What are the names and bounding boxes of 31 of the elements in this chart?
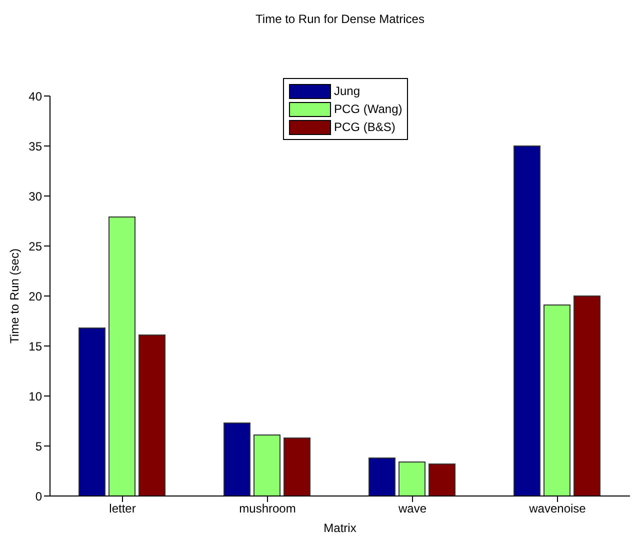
bar — [398, 462, 426, 496]
y-tick-label: 25 — [28, 239, 42, 254]
legend-label: Jung — [334, 84, 360, 98]
x-tick-label: mushroom — [239, 502, 296, 516]
bar — [574, 296, 600, 496]
y-tick-label: 20 — [28, 289, 42, 304]
bar — [368, 458, 396, 496]
y-tick-label: 30 — [28, 189, 42, 204]
bar — [284, 438, 310, 496]
legend-label: PCG (B&S) — [334, 120, 396, 134]
bar — [514, 146, 540, 496]
y-tick-label: 35 — [28, 139, 42, 154]
y-tick-label: 15 — [28, 339, 42, 354]
y-tick-label: 0 — [35, 489, 42, 504]
bar — [428, 464, 456, 496]
x-tick-label: letter — [109, 502, 136, 516]
y-tick-label: 40 — [28, 89, 42, 104]
y-axis-title: Time to Run (sec) — [7, 248, 22, 344]
y-tick-label: 10 — [28, 389, 42, 404]
x-tick-label: wavenoise — [528, 502, 586, 516]
bar — [254, 434, 280, 496]
bar — [108, 216, 136, 496]
bar — [224, 422, 250, 496]
x-axis-title: Matrix — [324, 521, 356, 535]
bar — [138, 334, 166, 496]
bar — [544, 304, 570, 496]
y-tick-label: 5 — [35, 439, 42, 454]
legend-label: PCG (Wang) — [334, 102, 402, 116]
bar — [78, 328, 106, 496]
x-tick-label: wave — [397, 502, 427, 516]
chart-title: Time to Run for Dense Matrices — [254, 12, 426, 26]
